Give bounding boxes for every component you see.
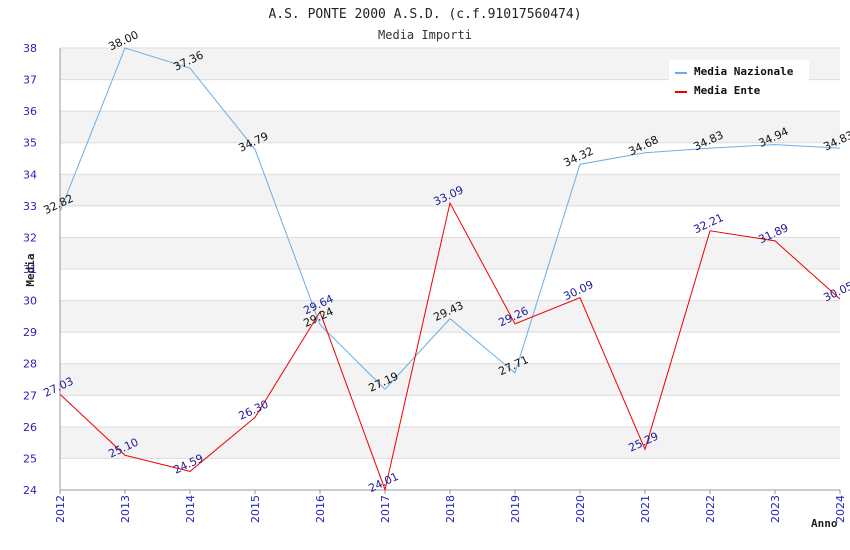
legend-label-ente: Media Ente (694, 84, 761, 97)
y-tick-label: 24 (23, 484, 37, 497)
grid-band (60, 426, 840, 459)
x-tick-label: 2013 (119, 495, 132, 523)
x-tick-label: 2018 (444, 495, 457, 523)
grid-band (60, 111, 840, 143)
x-tick-label: 2023 (769, 495, 782, 523)
x-tick-label: 2017 (379, 495, 392, 523)
series-line-media-nazionale (59, 47, 841, 391)
y-tick-label: 27 (23, 389, 37, 402)
series-line-media-ente (59, 201, 841, 492)
x-tick-label: 2022 (704, 495, 717, 523)
data-label-ente: 27.03 (41, 375, 75, 400)
legend: Media Nazionale Media Ente (669, 60, 809, 100)
grid-band (60, 237, 840, 269)
series-lines (59, 47, 841, 492)
y-tick-label: 25 (23, 452, 37, 465)
y-tick-label: 36 (23, 105, 37, 118)
legend-label-nazionale: Media Nazionale (694, 65, 794, 78)
y-tick-label: 32 (23, 231, 37, 244)
x-tick-label: 2024 (834, 495, 847, 523)
grid-bands (60, 48, 840, 459)
legend-box (669, 60, 809, 100)
x-tick-label: 2020 (574, 495, 587, 523)
x-tick-label: 2016 (314, 495, 327, 523)
x-tick-label: 2012 (54, 495, 67, 523)
x-tick-label: 2015 (249, 495, 262, 523)
data-label-nazionale: 34.32 (561, 144, 595, 169)
x-tick-labels: 2012 2013 2014 2015 2016 2017 2018 2019 2020 2021… (54, 490, 847, 523)
x-axis-label: Anno (811, 517, 838, 530)
y-tick-labels: 24 25 26 27 28 29 30 31 32 33 34 35 36 37 38 (23, 42, 37, 497)
y-tick-label: 37 (23, 74, 37, 87)
y-tick-label: 34 (23, 168, 37, 181)
grid-band (60, 174, 840, 206)
x-tick-label: 2021 (639, 495, 652, 523)
grid-band (60, 300, 840, 333)
data-label-ente: 30.09 (561, 278, 595, 303)
y-tick-label: 28 (23, 358, 37, 371)
y-tick-label: 29 (23, 326, 37, 339)
y-tick-label: 26 (23, 421, 37, 434)
y-tick-label: 31 (23, 263, 37, 276)
chart-subtitle: Media Importi (378, 28, 472, 42)
y-tick-label: 38 (23, 42, 37, 55)
chart-title: A.S. PONTE 2000 A.S.D. (c.f.91017560474) (268, 7, 581, 22)
y-tick-label: 30 (23, 295, 37, 308)
grid-band (60, 363, 840, 396)
data-label-nazionale: 32.82 (41, 192, 75, 217)
y-axis-label: Media (24, 253, 37, 286)
data-label-ente: 24.01 (366, 470, 400, 495)
x-tick-label: 2019 (509, 495, 522, 523)
x-tick-label: 2014 (184, 495, 197, 523)
y-tick-label: 33 (23, 200, 37, 213)
y-tick-label: 35 (23, 137, 37, 150)
